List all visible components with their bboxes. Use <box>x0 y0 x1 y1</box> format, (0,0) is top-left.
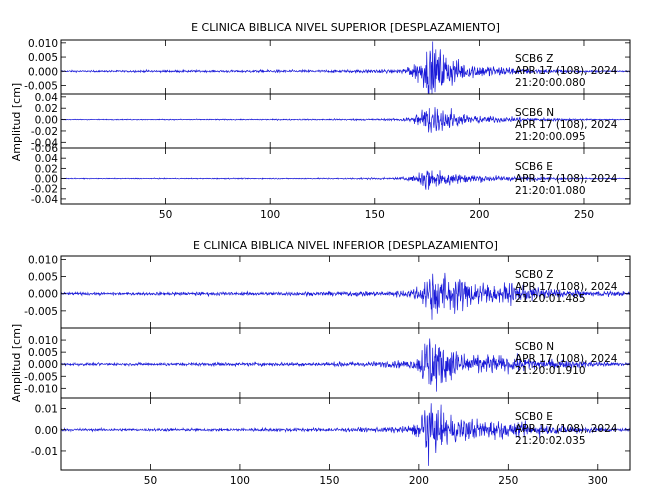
y-tick-label: -0.04 <box>31 194 58 206</box>
y-tick-label: 0.04 <box>35 92 59 104</box>
y-axis-label: Amplitud [cm] <box>10 83 23 161</box>
y-tick-label: 0.00 <box>35 425 58 437</box>
y-tick-label: 0.00 <box>35 115 58 127</box>
y-tick-label: 0.010 <box>28 38 58 50</box>
trace-station-channel: SCB0 N <box>515 341 554 353</box>
trace-time: 21:20:02.035 <box>515 435 586 447</box>
trace-station-channel: SCB6 N <box>515 107 554 119</box>
trace-date: APR 17 (108), 2024 <box>515 281 618 293</box>
y-tick-label: 0.02 <box>35 163 58 175</box>
y-tick-label: 0.010 <box>28 254 58 266</box>
y-tick-label: 0.000 <box>28 66 58 78</box>
trace-date: APR 17 (108), 2024 <box>515 65 618 77</box>
x-tick-label: 100 <box>230 475 250 487</box>
y-tick-label: 0.01 <box>35 404 58 416</box>
x-tick-label: 200 <box>409 475 429 487</box>
series-line <box>60 107 630 133</box>
trace-station-channel: SCB6 E <box>515 161 553 173</box>
panel-frame <box>60 147 631 205</box>
series-line <box>60 403 631 466</box>
x-tick-label: 300 <box>588 475 608 487</box>
trace-time: 21:20:00.080 <box>515 77 586 89</box>
trace-time: 21:20:01.080 <box>515 185 586 197</box>
x-tick-label: 200 <box>469 209 489 221</box>
panel-frame <box>60 397 631 471</box>
series-line <box>60 170 630 190</box>
trace-date: APR 17 (108), 2024 <box>515 423 618 435</box>
y-tick-label: -0.010 <box>24 383 58 395</box>
x-tick-label: 250 <box>498 475 518 487</box>
trace-station-channel: SCB0 E <box>515 411 553 423</box>
y-tick-label: 0.000 <box>28 289 58 301</box>
trace-date: APR 17 (108), 2024 <box>515 119 618 131</box>
y-tick-label: -0.04 <box>31 137 58 149</box>
x-tick-label: 50 <box>144 475 157 487</box>
trace-time: 21:20:01.485 <box>515 293 586 305</box>
y-tick-label: 0.000 <box>28 359 58 371</box>
y-tick-label: -0.005 <box>24 306 58 318</box>
y-tick-label: -0.005 <box>24 371 58 383</box>
series-line <box>60 272 631 320</box>
trace-date: APR 17 (108), 2024 <box>515 173 618 185</box>
series-line <box>60 41 631 95</box>
trace-date: APR 17 (108), 2024 <box>515 353 618 365</box>
y-tick-label: -0.005 <box>24 80 58 92</box>
x-tick-label: 150 <box>319 475 339 487</box>
series-line <box>61 338 631 392</box>
trace-time: 21:20:01.910 <box>515 365 586 377</box>
y-tick-label: -0.02 <box>31 184 58 196</box>
y-tick-label: -0.01 <box>31 446 58 458</box>
y-tick-label: 0.005 <box>28 52 58 64</box>
y-tick-label: 0.005 <box>28 272 58 284</box>
y-tick-label: -0.02 <box>31 126 58 138</box>
trace-station-channel: SCB6 Z <box>515 53 553 65</box>
y-tick-label: 0.010 <box>28 335 58 347</box>
y-tick-label: 0.005 <box>28 347 58 359</box>
y-tick-label: 0.02 <box>35 103 58 115</box>
x-tick-label: 250 <box>574 209 594 221</box>
chart-title: E CLINICA BIBLICA NIVEL SUPERIOR [DESPLA… <box>191 21 500 34</box>
y-tick-label: 0.04 <box>35 153 59 165</box>
trace-time: 21:20:00.095 <box>515 131 586 143</box>
y-tick-label: -0.06 <box>31 143 58 155</box>
x-tick-label: 50 <box>159 209 172 221</box>
x-tick-label: 100 <box>260 209 280 221</box>
y-axis-label: Amplitud [cm] <box>10 324 23 402</box>
y-tick-label: 0.00 <box>35 174 58 186</box>
trace-station-channel: SCB0 Z <box>515 269 553 281</box>
chart-title: E CLINICA BIBLICA NIVEL INFERIOR [DESPLA… <box>193 239 498 252</box>
x-tick-label: 150 <box>365 209 385 221</box>
